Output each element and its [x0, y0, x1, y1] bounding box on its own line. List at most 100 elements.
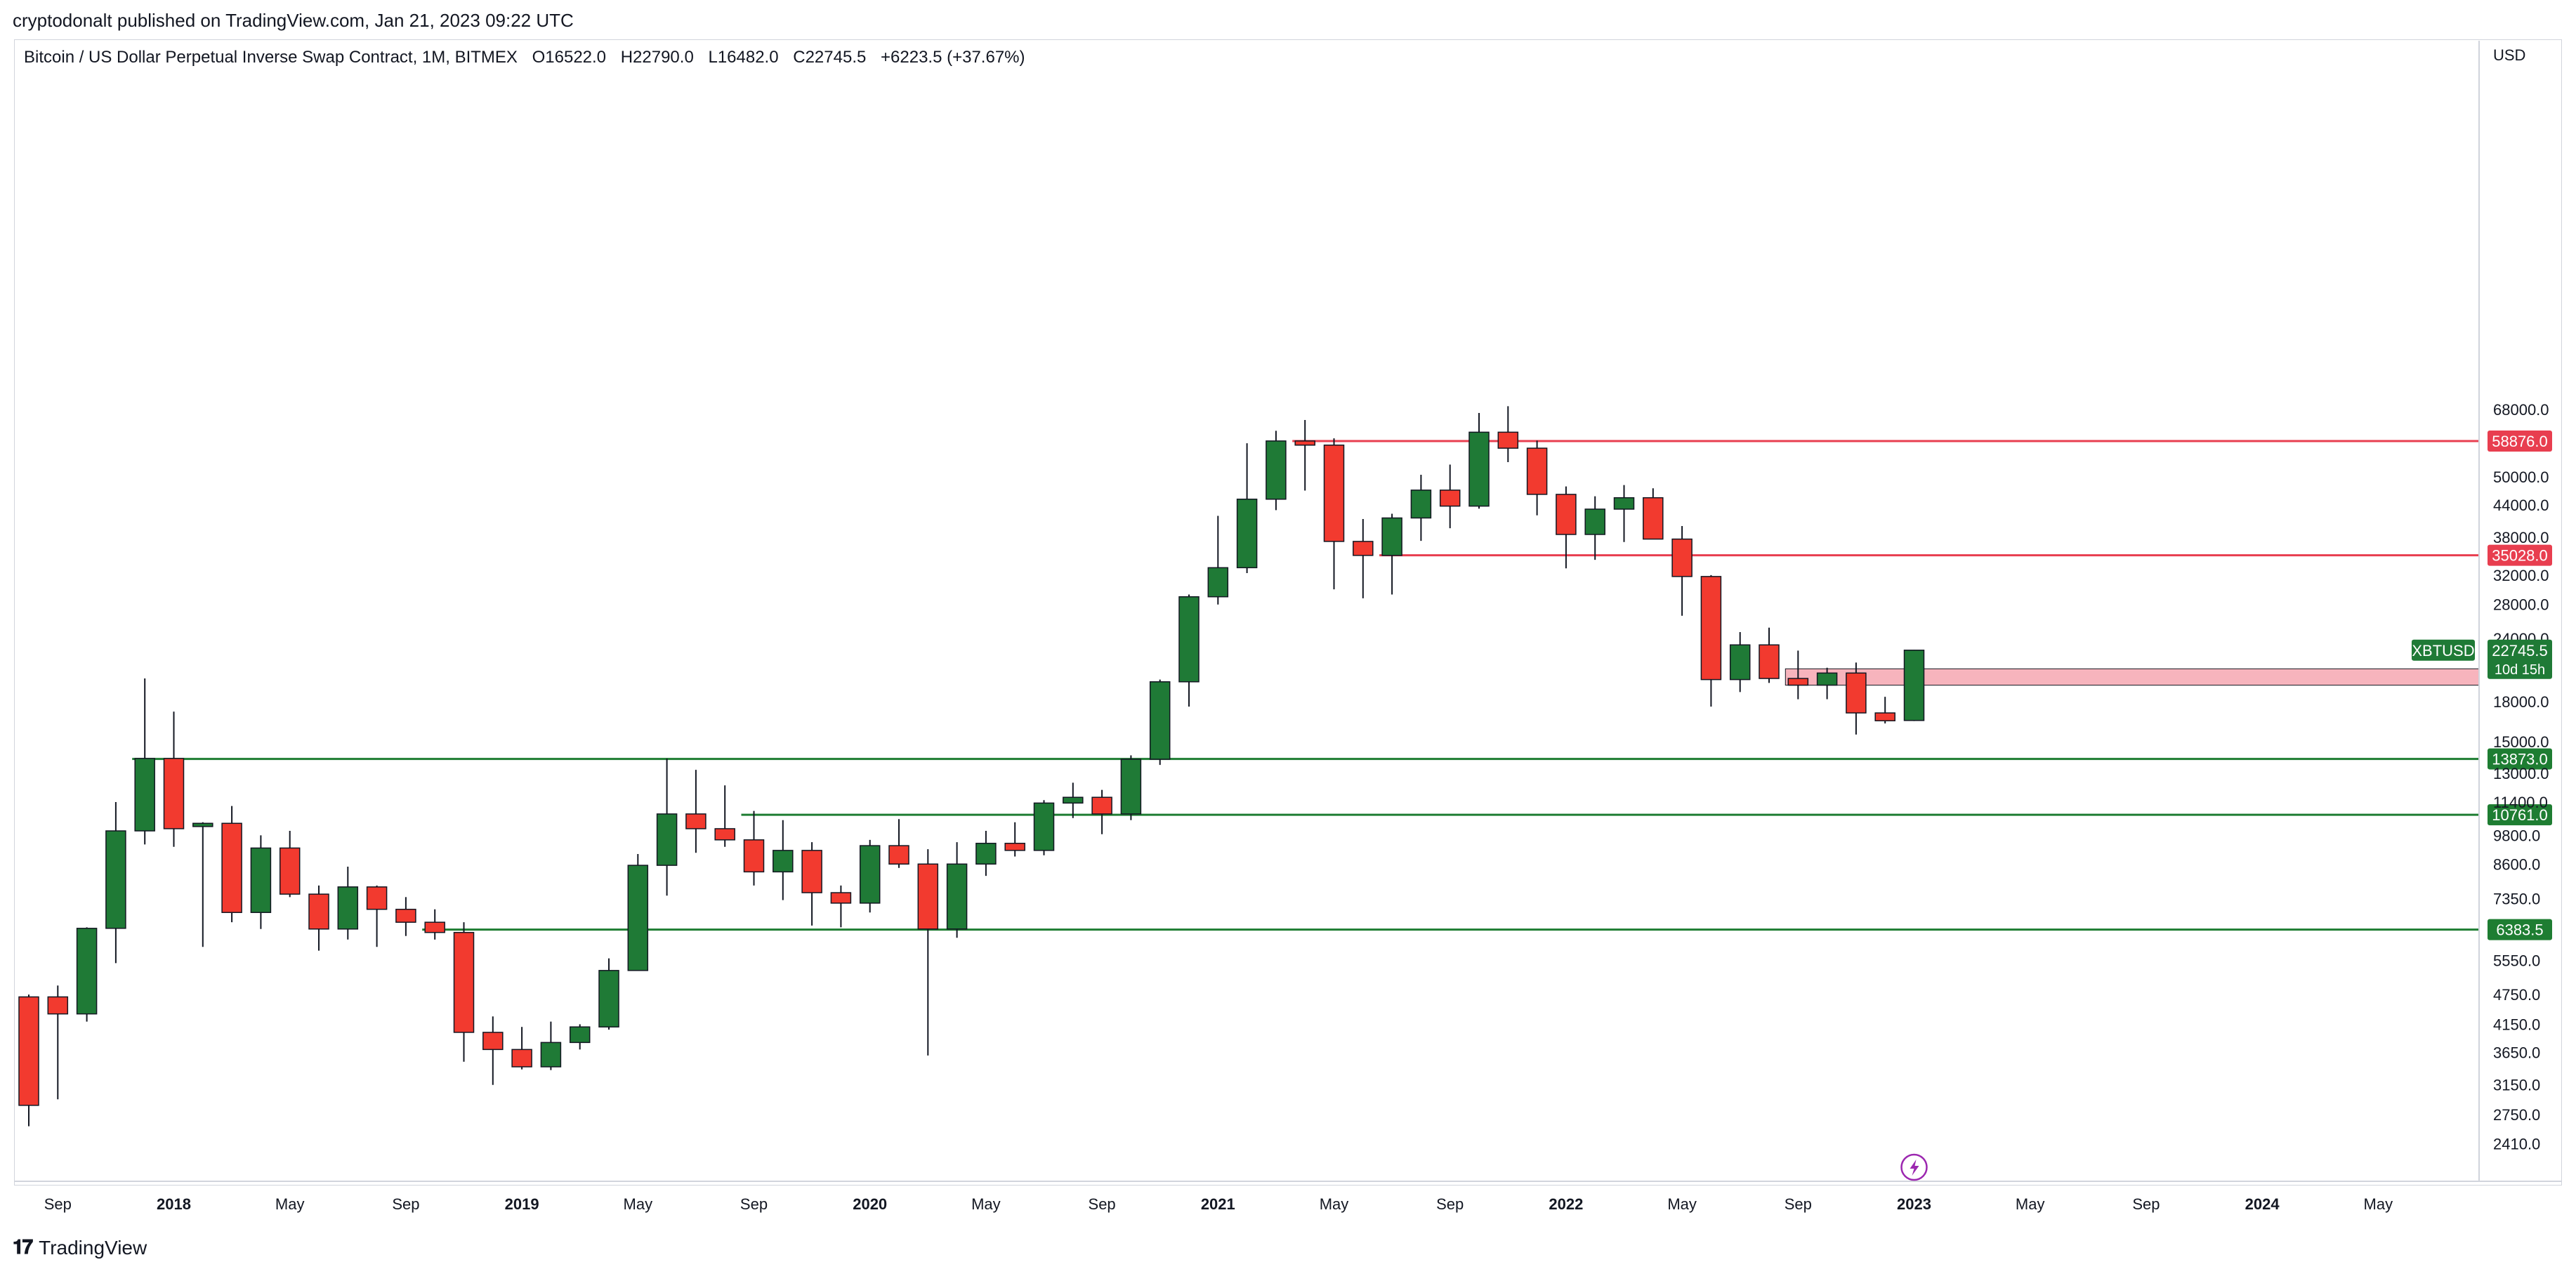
candle[interactable] — [1063, 782, 1084, 818]
candle[interactable] — [308, 885, 329, 951]
level-price-badge — [2488, 431, 2552, 452]
lightning-icon[interactable] — [1900, 1153, 1928, 1181]
candle[interactable] — [1846, 662, 1867, 735]
candle[interactable] — [917, 849, 939, 1056]
candle[interactable] — [1556, 486, 1577, 569]
candle[interactable] — [801, 842, 822, 926]
level-price-badge — [2488, 748, 2552, 770]
candle[interactable] — [221, 806, 242, 923]
candle[interactable] — [1439, 464, 1461, 529]
candle[interactable] — [47, 985, 69, 1100]
candle[interactable] — [1323, 438, 1345, 590]
time-axis-tick: 2018 — [157, 1195, 191, 1213]
legend-low: L16482.0 — [708, 48, 779, 67]
level-price-badge — [2488, 804, 2552, 826]
candle[interactable] — [395, 897, 416, 936]
level-price-label: 10761.0 — [2492, 806, 2548, 824]
candle[interactable] — [1643, 488, 1664, 540]
candle[interactable] — [1497, 406, 1519, 462]
lightning-icon-bolt — [1910, 1160, 1919, 1176]
candle[interactable] — [1468, 413, 1490, 509]
candle[interactable] — [1526, 440, 1548, 515]
candle[interactable] — [1236, 443, 1258, 573]
symbol-description: Bitcoin / US Dollar Perpetual Inverse Sw… — [24, 48, 518, 67]
candle[interactable] — [453, 922, 475, 1062]
candle-body — [801, 850, 822, 893]
candle[interactable] — [1091, 789, 1112, 834]
candle-body — [946, 863, 968, 930]
candle[interactable] — [1613, 485, 1635, 542]
candle[interactable] — [1353, 519, 1374, 598]
candle[interactable] — [511, 1027, 532, 1070]
candle[interactable] — [366, 885, 388, 947]
time-axis-tick: May — [1667, 1195, 1697, 1213]
footer-brand[interactable]: 𝟏𝟕 TradingView — [13, 1236, 147, 1259]
candle[interactable] — [1671, 526, 1693, 616]
candle[interactable] — [1729, 631, 1751, 692]
candles-layer — [18, 406, 1925, 1127]
candle[interactable] — [1266, 431, 1287, 511]
candle[interactable] — [1759, 627, 1780, 683]
candle[interactable] — [627, 854, 649, 971]
price-axis-tick: 2750.0 — [2493, 1106, 2540, 1124]
candle-body — [1294, 440, 1315, 446]
candle-body — [975, 843, 997, 865]
price-axis-tick: 11400.0 — [2493, 794, 2548, 811]
candle[interactable] — [598, 958, 619, 1030]
candle[interactable] — [192, 822, 213, 947]
candle[interactable] — [743, 810, 765, 886]
candle[interactable] — [1178, 594, 1200, 707]
price-axis-tick: 44000.0 — [2493, 497, 2549, 514]
candle-body — [1323, 445, 1345, 542]
candle[interactable] — [1584, 496, 1605, 560]
candle-body — [1874, 712, 1895, 722]
candle-body — [453, 931, 475, 1033]
candle[interactable] — [18, 994, 39, 1127]
candle[interactable] — [105, 802, 126, 964]
candle[interactable] — [685, 770, 707, 853]
candle[interactable] — [888, 819, 909, 868]
candle[interactable] — [773, 820, 794, 900]
candle[interactable] — [1294, 419, 1315, 491]
candle[interactable] — [279, 831, 301, 898]
candle[interactable] — [250, 835, 272, 929]
candle[interactable] — [163, 711, 185, 847]
candle[interactable] — [1207, 515, 1229, 605]
candle[interactable] — [830, 885, 852, 928]
candle[interactable] — [859, 839, 881, 913]
candle[interactable] — [1410, 475, 1432, 541]
candle[interactable] — [1120, 755, 1142, 820]
candle[interactable] — [569, 1024, 591, 1050]
candle[interactable] — [1149, 679, 1171, 766]
candle[interactable] — [714, 785, 735, 847]
candle-body — [569, 1026, 591, 1044]
candle[interactable] — [975, 831, 997, 876]
candle-body — [192, 822, 213, 827]
candle[interactable] — [946, 842, 968, 938]
resistance-zone[interactable] — [1785, 668, 2480, 686]
candle[interactable] — [482, 1016, 504, 1085]
candle[interactable] — [1700, 574, 1722, 707]
level-lines-layer — [132, 440, 2480, 931]
candle[interactable] — [1903, 650, 1925, 721]
candle[interactable] — [76, 927, 98, 1022]
price-axis-tick: 3150.0 — [2493, 1077, 2540, 1094]
candle[interactable] — [134, 678, 155, 845]
chart-pane[interactable] — [14, 39, 2562, 1186]
candle[interactable] — [1004, 822, 1025, 857]
candle[interactable] — [540, 1021, 562, 1070]
candle[interactable] — [1816, 667, 1838, 700]
candle-body — [830, 892, 852, 904]
candle-body — [1033, 802, 1055, 851]
candle[interactable] — [424, 909, 445, 940]
candle-body — [279, 847, 301, 895]
candle[interactable] — [1033, 800, 1055, 855]
candle[interactable] — [656, 758, 678, 896]
candle[interactable] — [1787, 650, 1809, 700]
candle[interactable] — [1874, 697, 1895, 724]
candle-body — [1004, 843, 1025, 851]
price-axis-tick: 68000.0 — [2493, 401, 2549, 419]
candle[interactable] — [337, 866, 359, 940]
candle[interactable] — [1381, 513, 1402, 595]
